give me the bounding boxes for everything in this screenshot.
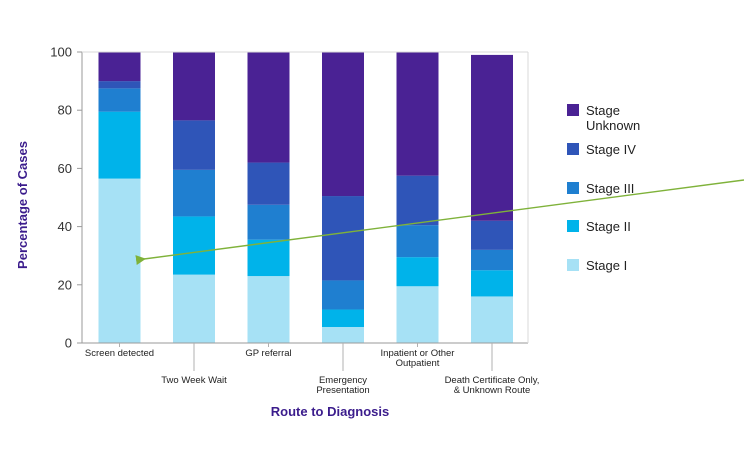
bar-segment-stage-i [322, 326, 364, 343]
bar-segment-stage-unknown [247, 52, 290, 163]
bar-segment-stage-ii [396, 257, 439, 287]
bar-segment-stage-unknown [471, 54, 513, 221]
category-labels: Screen detected Two Week Wait GP referral E… [85, 348, 540, 396]
bar-segment-stage-i [98, 178, 141, 343]
x-axis-title: Route to Diagnosis [271, 404, 389, 419]
bar-segment-stage-iv [396, 175, 439, 226]
bar-segment-stage-iii [396, 225, 439, 258]
bar-segment-stage-unknown [322, 52, 364, 197]
legend-label: Stage IV [586, 142, 636, 157]
y-tick-label: 20 [58, 277, 72, 292]
bar-segment-stage-iv [173, 120, 215, 170]
category-label: Death Certificate Only, & Unknown Route [445, 375, 540, 396]
y-tick-labels: 0 20 40 60 80 100 [50, 45, 72, 351]
axes-layer [77, 51, 529, 371]
bar-segment-stage-unknown [98, 52, 141, 82]
legend-label: Stage II [586, 219, 631, 234]
y-tick-label: 80 [58, 103, 72, 118]
category-label: Inpatient or Other Outpatient [381, 348, 455, 369]
category-label: GP referral [245, 348, 291, 359]
bar-segment-stage-iii [247, 204, 290, 240]
legend: Stage Unknown Stage IV Stage III Stage II Sta… [567, 103, 640, 273]
bar-segment-stage-iv [98, 81, 141, 89]
bar-segment-stage-i [471, 296, 513, 343]
bar-segment-stage-ii [247, 239, 290, 277]
legend-label: Stage I [586, 258, 627, 273]
bar-segment-stage-iv [322, 196, 364, 281]
legend-swatch [567, 259, 579, 271]
bar-segment-stage-iii [173, 169, 215, 217]
bar-segment-stage-iii [322, 280, 364, 310]
annotation-arrow [135, 179, 744, 266]
legend-swatch [567, 104, 579, 116]
bar-segment-stage-iii [471, 249, 513, 271]
category-label: Emergency Presentation [316, 375, 369, 396]
legend-label: Stage III [586, 181, 634, 196]
bar-segment-stage-iv [247, 162, 290, 205]
bar-segment-stage-i [396, 286, 439, 343]
y-tick-label: 100 [50, 45, 72, 60]
bar-segment-stage-ii [322, 309, 364, 327]
bar-segment-stage-ii [98, 111, 141, 179]
bar-segment-stage-iv [471, 220, 513, 250]
legend-swatch [567, 143, 579, 155]
bar-segment-stage-unknown [173, 52, 215, 121]
bar-segment-stage-i [247, 276, 290, 343]
y-tick-label: 40 [58, 219, 72, 234]
category-label: Screen detected [85, 348, 154, 359]
bar-segment-stage-i [173, 274, 215, 343]
y-axis-title: Percentage of Cases [15, 141, 30, 269]
legend-swatch [567, 220, 579, 232]
bar-segment-stage-ii [173, 216, 215, 275]
bar-segment-stage-unknown [396, 52, 439, 176]
y-tick-label: 0 [65, 336, 72, 351]
y-tick-label: 60 [58, 161, 72, 176]
legend-swatch [567, 182, 579, 194]
bar-segment-stage-iii [98, 88, 141, 112]
bars-layer [98, 52, 513, 343]
bar-segment-stage-ii [471, 270, 513, 297]
category-label: Two Week Wait [161, 375, 227, 386]
legend-label: Stage Unknown [586, 103, 640, 133]
